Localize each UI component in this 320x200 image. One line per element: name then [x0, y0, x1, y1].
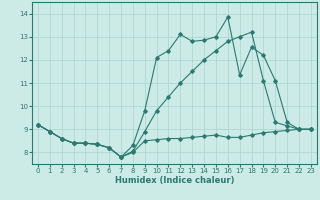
X-axis label: Humidex (Indice chaleur): Humidex (Indice chaleur) — [115, 176, 234, 185]
